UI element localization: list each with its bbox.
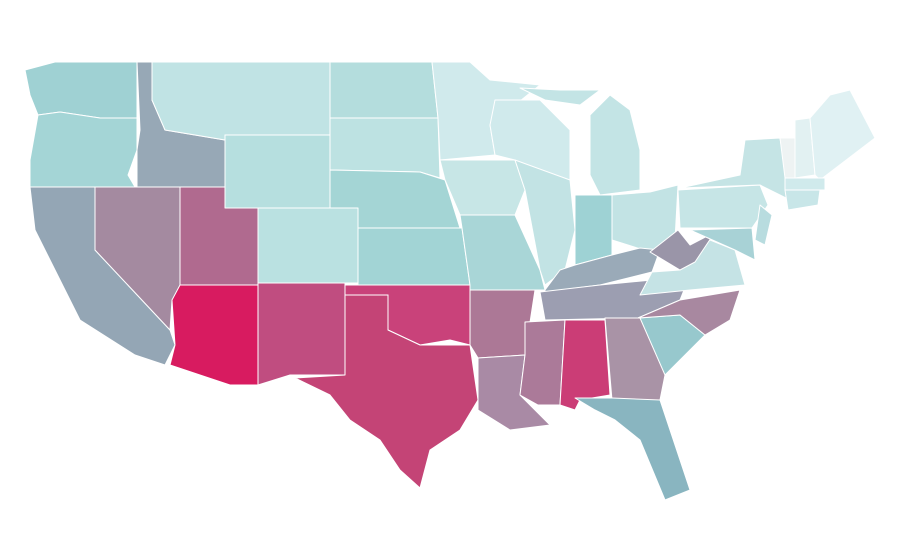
- state-region: [519, 319, 566, 406]
- state-region: [294, 294, 479, 489]
- state-region: [559, 319, 611, 411]
- state-region: [784, 177, 826, 191]
- state-region: [257, 207, 359, 284]
- state-region: [589, 94, 641, 196]
- state-region: [329, 61, 439, 119]
- state-region: [574, 194, 613, 266]
- state-region: [754, 204, 773, 246]
- state-region: [24, 61, 138, 119]
- state-region: [357, 227, 471, 286]
- state-region: [689, 227, 756, 261]
- state-region: [784, 189, 821, 211]
- state-region: [257, 282, 346, 386]
- state-region: [637, 289, 741, 336]
- state-region: [519, 87, 601, 106]
- state-region: [809, 89, 876, 181]
- state-region: [224, 134, 331, 209]
- state-region: [169, 284, 259, 386]
- state-region: [151, 61, 331, 141]
- state-region: [329, 117, 441, 179]
- state-region: [574, 397, 691, 501]
- state-region: [29, 111, 138, 188]
- state-region: [677, 184, 769, 229]
